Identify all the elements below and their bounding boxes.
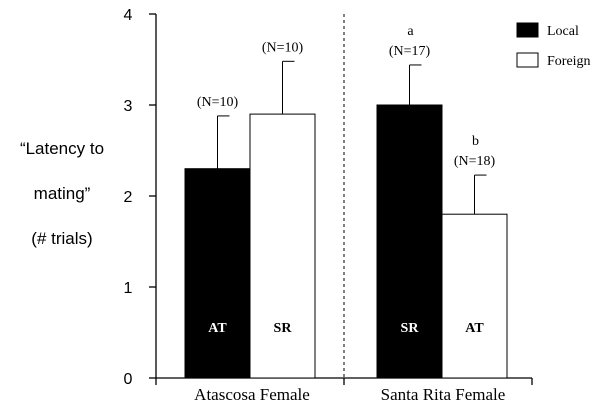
group-label: Santa Rita Female	[381, 385, 506, 404]
significance-label: a	[407, 24, 414, 39]
y-axis-label-line-2: mating”	[34, 184, 91, 203]
legend-label: Local	[547, 24, 579, 39]
n-label: (N=10)	[262, 40, 304, 55]
y-tick-label: 4	[124, 7, 133, 24]
bar	[249, 113, 316, 379]
bar-label: SR	[274, 321, 293, 336]
bar	[376, 104, 443, 379]
bar-label: AT	[465, 321, 484, 336]
bar	[441, 213, 508, 379]
group-label: Atascosa Female	[194, 385, 310, 404]
y-tick-label: 1	[124, 280, 133, 297]
legend: Local Foreign	[516, 22, 591, 69]
bar	[184, 168, 251, 379]
legend-swatch	[516, 52, 539, 68]
y-axis-label-line-1: “Latency to	[20, 139, 104, 158]
bar-label: SR	[401, 321, 420, 336]
significance-label: b	[472, 134, 479, 149]
bars: Atascosa Female AT (N=10) SR (N=10) Santa Rit…	[184, 24, 508, 404]
y-axis-label-line-3: (# trials)	[31, 229, 92, 248]
y-axis-label: “Latency to mating” (# trials)	[20, 139, 104, 248]
bar-label: AT	[208, 321, 227, 336]
n-label: (N=18)	[454, 154, 496, 169]
y-tick-label: 3	[124, 98, 133, 115]
n-label: (N=10)	[197, 95, 239, 110]
legend-label: Foreign	[547, 54, 591, 69]
y-tick-label: 2	[124, 189, 133, 206]
n-label: (N=17)	[389, 44, 431, 59]
y-tick-label: 0	[124, 371, 133, 388]
legend-swatch	[516, 22, 539, 38]
